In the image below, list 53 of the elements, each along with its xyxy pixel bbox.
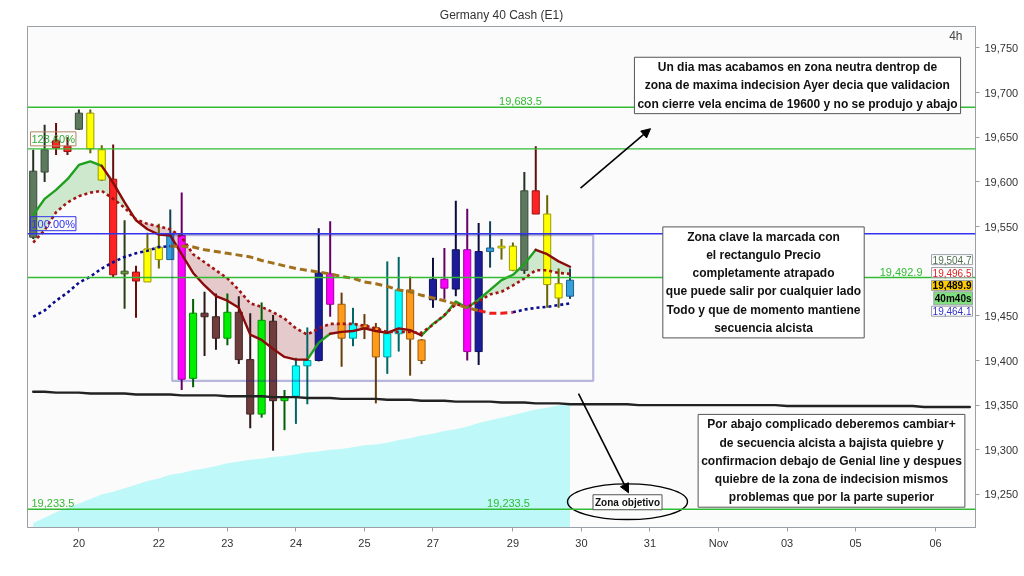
x-tick-label: 27 xyxy=(426,536,440,549)
candlestick xyxy=(417,338,426,366)
y-tick-label: 19,600 xyxy=(984,175,1019,188)
candlestick xyxy=(565,267,575,300)
y-tick-label: 19,650 xyxy=(984,131,1019,144)
x-tick-label: 29 xyxy=(506,536,520,549)
annotation: 19,504.7 xyxy=(932,254,972,266)
x-tick-label: 03 xyxy=(780,536,794,549)
annotation: Zona objetivo xyxy=(595,496,660,508)
x-tick-label: 20 xyxy=(72,536,86,549)
y-tick-label: 19,700 xyxy=(984,86,1019,99)
y-tick-label: 19,350 xyxy=(984,399,1019,412)
y-tick-label: 19,400 xyxy=(984,354,1019,367)
candlestick xyxy=(531,145,540,216)
annotation: Un dia mas acabamos en zona neutra dentrop de zona de maxima indecision Ayer decia que validacion con cierre vela encima de 19600 y no se produjo y abajo xyxy=(637,60,958,111)
annotation: 19,489.9 xyxy=(932,280,972,292)
candlestick xyxy=(440,246,449,300)
line-series xyxy=(32,390,971,409)
y-tick-label: 19,750 xyxy=(984,41,1019,54)
x-tick-label: 30 xyxy=(575,536,588,549)
annotation: Por abajo complicado deberemos cambiar+ de secuencia alcista a bajista quiebre y confirmacion debajo de Genial line y despues quiebre de la zona de indecision mismos problemas que por la parte superior xyxy=(701,417,963,505)
x-tick-label: 05 xyxy=(849,536,862,549)
y-tick-label: 19,450 xyxy=(984,309,1019,322)
x-tick-label: 06 xyxy=(929,536,942,549)
annotation: Zona clave la marcada con el rectangulo Precio completamente atrapado que puede salir por cualquier lado Todo y que de momento mantiene secuencia alcista xyxy=(665,229,862,335)
candlestick xyxy=(383,260,392,375)
candlestick xyxy=(200,290,209,358)
annotation: 19,464.1 xyxy=(932,306,972,318)
candlestick xyxy=(131,264,141,319)
annotation: 40m40s xyxy=(934,292,972,304)
x-tick-label: Nov xyxy=(708,536,729,549)
candlestick xyxy=(211,292,220,351)
y-tick-label: 19,250 xyxy=(984,488,1019,501)
y-tick-label: 19,300 xyxy=(984,443,1019,456)
x-tick-label: 31 xyxy=(643,536,657,549)
x-tick-label: 24 xyxy=(289,536,303,549)
candlestick xyxy=(554,267,563,309)
chart-title: Germany 40 Cash (E1) xyxy=(439,7,564,22)
annotation: 19,233.5 xyxy=(487,497,530,510)
ref-line-label: 19,683.5 xyxy=(499,95,542,108)
candlestick xyxy=(154,222,163,270)
candlestick xyxy=(497,238,506,261)
x-tick-label: 25 xyxy=(358,536,371,549)
x-tick-label: 23 xyxy=(221,536,234,549)
ref-line-label: 19,233.5 xyxy=(31,497,75,510)
annotation: 4h xyxy=(949,29,963,44)
candlestick xyxy=(486,220,495,269)
x-tick-label: 22 xyxy=(152,536,165,549)
candlestick xyxy=(303,326,312,406)
ref-line-label: 19,492.9 xyxy=(879,265,923,278)
y-tick-label: 19,550 xyxy=(984,220,1019,233)
annotation: 19,496.5 xyxy=(932,267,972,279)
candlestick xyxy=(120,219,129,310)
